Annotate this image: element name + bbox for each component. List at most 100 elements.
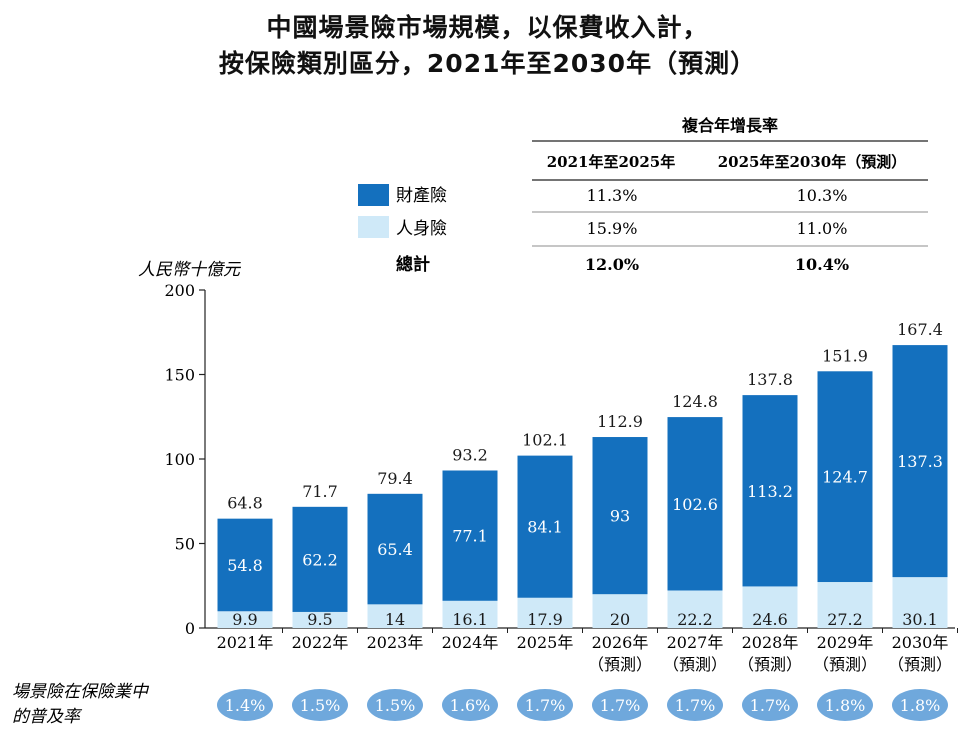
data-label-property: 124.7 — [822, 468, 868, 487]
cagr-header: 複合年增長率 — [681, 116, 778, 135]
cagr-life-2025-2030: 11.0% — [797, 219, 848, 238]
data-label-property: 102.6 — [672, 495, 718, 514]
bar-life — [892, 577, 948, 628]
penetration-pill — [667, 689, 723, 721]
data-label-property: 137.3 — [897, 452, 943, 471]
data-label-total: 112.9 — [597, 412, 643, 431]
penetration-value: 1.7% — [675, 696, 716, 715]
x-tick-label: 2024年 — [442, 633, 499, 652]
penetration-value: 1.4% — [225, 696, 266, 715]
x-tick-label: 2026年 — [592, 633, 649, 652]
data-label-total: 64.8 — [227, 494, 263, 513]
penetration-pill — [217, 689, 273, 721]
x-tick-label: 2022年 — [292, 633, 349, 652]
data-label-property: 113.2 — [747, 482, 793, 501]
data-label-total: 124.8 — [672, 392, 718, 411]
bar-property — [892, 345, 948, 578]
data-label-life: 20 — [610, 610, 630, 629]
cagr-col2-header: 2025年至2030年（預測） — [718, 153, 907, 171]
cagr-table: 複合年增長率 2021年至2025年 2025年至2030年（預測） 財產險 1… — [358, 116, 928, 275]
data-label-total: 93.2 — [452, 445, 488, 464]
bar-life — [367, 604, 423, 628]
penetration-pill — [817, 689, 873, 721]
x-tick-label: 2028年 — [742, 633, 799, 652]
penetration-value: 1.8% — [825, 696, 866, 715]
penetration-pill — [292, 689, 348, 721]
data-label-total: 167.4 — [897, 320, 943, 339]
data-label-total: 102.1 — [522, 431, 568, 450]
x-tick-sublabel: （預測） — [888, 655, 952, 674]
data-label-property: 77.1 — [452, 527, 488, 546]
data-label-life: 17.9 — [527, 610, 563, 629]
data-label-property: 93 — [610, 507, 630, 526]
bar-property — [217, 518, 273, 612]
data-label-property: 62.2 — [302, 550, 338, 569]
data-label-life: 30.1 — [902, 610, 938, 629]
penetration-pill — [742, 689, 798, 721]
x-tick-label: 2030年 — [892, 633, 949, 652]
data-label-life: 9.9 — [232, 610, 257, 629]
legend-label-property: 財產險 — [396, 186, 447, 206]
penetration-pill — [892, 689, 948, 721]
bar-life — [292, 611, 348, 628]
bar-property — [367, 493, 423, 605]
data-label-total: 79.4 — [377, 469, 413, 488]
data-label-life: 14 — [385, 610, 405, 629]
penetration-label-line1: 場景險在保險業中 — [12, 682, 150, 702]
bar-life — [592, 594, 648, 628]
cagr-col1-header: 2021年至2025年 — [547, 153, 676, 171]
bar-life — [667, 590, 723, 628]
bar-life — [817, 582, 873, 628]
penetration-value: 1.7% — [750, 696, 791, 715]
x-tick-sublabel: （預測） — [588, 655, 652, 674]
x-tick-label: 2027年 — [667, 633, 724, 652]
y-tick-label: 200 — [164, 281, 195, 300]
y-tick-label: 150 — [164, 366, 195, 385]
chart-title-line1: 中國場景險市場規模，以保費收入計， — [266, 13, 709, 42]
x-tick-sublabel: （預測） — [813, 655, 877, 674]
cagr-total-2021-2025: 12.0% — [585, 255, 639, 274]
cagr-property-2025-2030: 10.3% — [797, 186, 848, 205]
y-tick-label: 0 — [185, 619, 195, 638]
penetration-value: 1.8% — [900, 696, 941, 715]
total-label: 總計 — [396, 254, 430, 275]
penetration-value: 1.7% — [600, 696, 641, 715]
data-label-property: 54.8 — [227, 556, 263, 575]
penetration-value: 1.7% — [525, 696, 566, 715]
penetration-pills: 1.4% 1.5% 1.5% 1.6% 1.7% 1.7% 1.7% 1.7% 1.8% 1.8% — [217, 689, 948, 721]
data-label-life: 22.2 — [677, 610, 713, 629]
y-ticks: 0 50 100 150 200 — [164, 281, 205, 638]
legend-swatch-property — [358, 184, 389, 206]
penetration-pill — [367, 689, 423, 721]
x-tick-label: 2021年 — [217, 633, 274, 652]
penetration-pill — [592, 689, 648, 721]
data-label-total: 71.7 — [302, 482, 338, 501]
penetration-value: 1.5% — [375, 696, 416, 715]
penetration-value: 1.6% — [450, 696, 491, 715]
cagr-property-2021-2025: 11.3% — [587, 186, 638, 205]
bar-property — [292, 506, 348, 612]
penetration-label-line2: 的普及率 — [12, 707, 83, 727]
bar-property — [667, 417, 723, 591]
bar-life — [517, 597, 573, 628]
data-label-life: 16.1 — [452, 610, 488, 629]
x-tick-label: 2023年 — [367, 633, 424, 652]
legend-label-life: 人身險 — [396, 219, 447, 239]
bar-property — [742, 395, 798, 587]
data-label-total: 151.9 — [822, 346, 868, 365]
chart-title-line2: 按保險類別區分，2021年至2030年（預測） — [218, 49, 757, 78]
x-tick-label: 2029年 — [817, 633, 874, 652]
y-tick-label: 50 — [175, 535, 195, 554]
x-tick-sublabel: （預測） — [663, 655, 727, 674]
bar-property — [517, 455, 573, 598]
legend-swatch-life — [358, 216, 389, 238]
bar-property — [817, 371, 873, 583]
data-label-total: 137.8 — [747, 370, 793, 389]
bar-life — [442, 600, 498, 628]
bar-life — [217, 611, 273, 628]
penetration-value: 1.5% — [300, 696, 341, 715]
cagr-life-2021-2025: 15.9% — [587, 219, 638, 238]
y-axis-label: 人民幣十億元 — [138, 260, 242, 280]
y-tick-label: 100 — [164, 450, 195, 469]
